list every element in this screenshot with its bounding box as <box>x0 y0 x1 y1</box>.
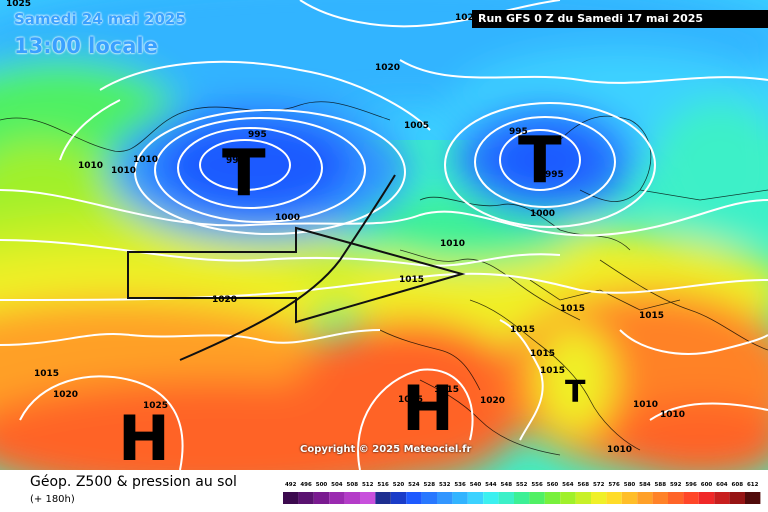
svg-text:1010: 1010 <box>607 445 632 455</box>
svg-text:1005: 1005 <box>404 121 429 131</box>
footer-bar <box>0 470 768 512</box>
svg-text:1025: 1025 <box>398 395 423 405</box>
svg-text:1015: 1015 <box>560 304 585 314</box>
footer-subtitle: (+ 180h) <box>30 494 75 505</box>
svg-text:1010: 1010 <box>133 155 158 165</box>
front-lines <box>127 174 466 361</box>
svg-text:990: 990 <box>226 156 245 166</box>
svg-text:1015: 1015 <box>34 369 59 379</box>
svg-text:1025: 1025 <box>143 401 168 411</box>
svg-text:1020: 1020 <box>212 295 237 305</box>
forecast-time: 13:00 locale <box>14 34 158 58</box>
high-pressure-letter: H <box>118 402 170 470</box>
svg-text:1000: 1000 <box>530 209 555 219</box>
low-pressure-letter: T <box>565 375 586 410</box>
svg-text:1000: 1000 <box>275 213 300 223</box>
copyright-text: Copyright © 2025 Meteociel.fr <box>300 444 472 455</box>
svg-text:1015: 1015 <box>540 366 565 376</box>
svg-text:1020: 1020 <box>455 13 480 23</box>
svg-text:1025: 1025 <box>6 0 31 9</box>
svg-text:1020: 1020 <box>375 63 400 73</box>
svg-text:1015: 1015 <box>434 385 459 395</box>
svg-text:1010: 1010 <box>440 239 465 249</box>
svg-text:1010: 1010 <box>78 161 103 171</box>
svg-text:1015: 1015 <box>510 325 535 335</box>
svg-text:995: 995 <box>545 170 564 180</box>
svg-text:1015: 1015 <box>639 311 664 321</box>
svg-text:1020: 1020 <box>53 390 78 400</box>
low-pressure-letter: T <box>222 137 266 211</box>
weather-map: T T H H T 1025 1020 1005 995 990 1010 10… <box>0 0 768 470</box>
svg-text:1010: 1010 <box>633 400 658 410</box>
pressure-systems: T T H H T <box>118 124 586 470</box>
svg-text:995: 995 <box>248 130 267 140</box>
svg-text:1020: 1020 <box>480 396 505 406</box>
low-pressure-letter: T <box>518 124 562 198</box>
svg-text:995: 995 <box>509 127 528 137</box>
coastlines <box>0 101 768 456</box>
svg-text:1015: 1015 <box>530 349 555 359</box>
model-run-label: Run GFS 0 Z du Samedi 17 mai 2025 <box>472 10 768 28</box>
svg-text:1015: 1015 <box>399 275 424 285</box>
forecast-date: Samedi 24 mai 2025 <box>14 10 186 28</box>
isobar-labels: 1025 1020 1005 995 990 1010 1010 1010 10… <box>6 0 685 455</box>
high-pressure-letter: H <box>402 372 454 445</box>
svg-text:1010: 1010 <box>660 410 685 420</box>
footer-title: Géop. Z500 & pression au sol <box>30 474 237 490</box>
svg-text:1010: 1010 <box>111 166 136 176</box>
